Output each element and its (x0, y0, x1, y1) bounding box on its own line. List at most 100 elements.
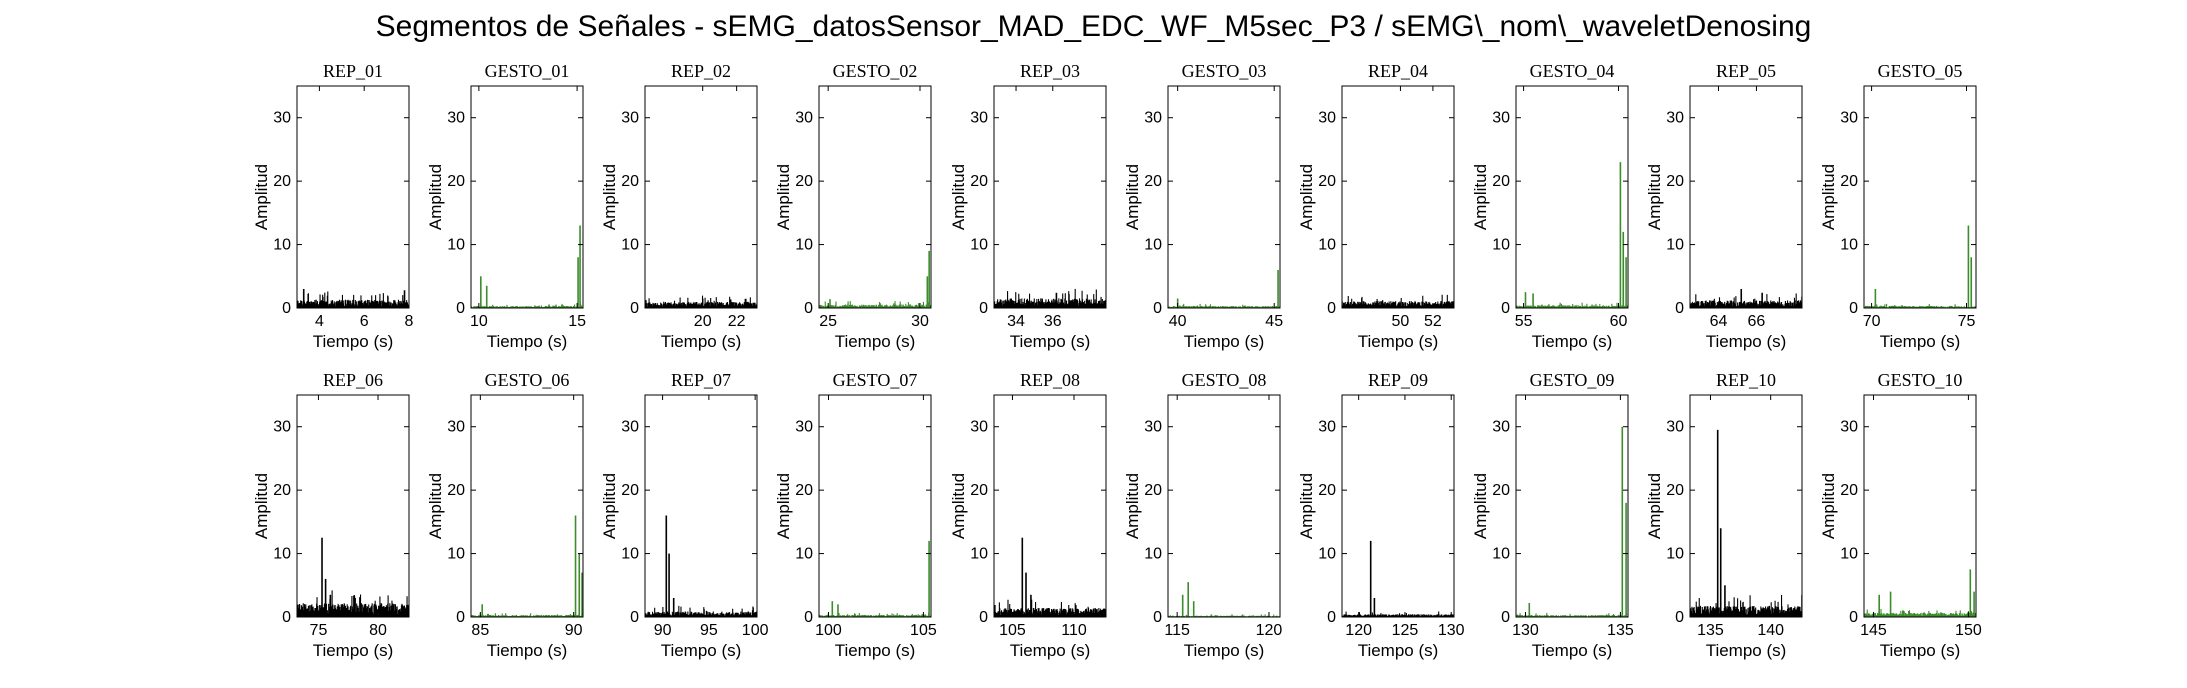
axes-box (1341, 394, 1455, 618)
y-tick-label: 10 (795, 546, 813, 563)
x-axis-label: Tiempo (s) (1184, 332, 1265, 351)
axes-box (1341, 85, 1455, 309)
y-tick-label: 0 (456, 609, 465, 626)
x-tick-label: 90 (565, 622, 583, 639)
subplot-rep-01: REP_01 0 10 20 30 4 6 8 Tiempo (s) Amplitud (252, 61, 414, 351)
x-tick-label: 10 (470, 313, 488, 330)
subplot-gesto-04: GESTO_04 0 10 20 30 55 60 Tiempo (s) Amplitud (1471, 61, 1629, 351)
signal-trace (296, 590, 410, 617)
x-axis-label: Tiempo (s) (487, 332, 568, 351)
x-tick-label: 95 (700, 622, 718, 639)
x-axis-label: Tiempo (s) (1184, 641, 1265, 660)
y-tick-label: 10 (1666, 546, 1684, 563)
x-tick-label: 75 (310, 622, 328, 639)
subplot-rep-04: REP_04 0 10 20 30 50 52 Tiempo (s) Amplitud (1297, 61, 1455, 351)
x-axis-label: Tiempo (s) (1010, 641, 1091, 660)
x-tick-label: 22 (728, 313, 746, 330)
y-tick-label: 10 (1840, 546, 1858, 563)
x-axis-label: Tiempo (s) (1880, 332, 1961, 351)
x-tick-label: 140 (1757, 622, 1784, 639)
axes-box (644, 394, 758, 618)
x-axis-label: Tiempo (s) (661, 332, 742, 351)
y-axis-label: Amplitud (600, 473, 619, 539)
axes-box (1167, 85, 1281, 309)
x-axis-label: Tiempo (s) (1532, 641, 1613, 660)
axes-box (1167, 394, 1281, 618)
y-tick-label: 20 (1318, 482, 1336, 499)
y-tick-label: 20 (1666, 482, 1684, 499)
y-axis-label: Amplitud (1123, 164, 1142, 230)
y-tick-label: 0 (1675, 609, 1684, 626)
x-tick-label: 130 (1438, 622, 1465, 639)
subplot-gesto-10: GESTO_10 0 10 20 30 145 150 Tiempo (s) Amplitud (1819, 370, 1982, 660)
y-axis-label: Amplitud (1471, 164, 1490, 230)
y-tick-label: 10 (970, 237, 988, 254)
y-axis-label: Amplitud (774, 473, 793, 539)
y-tick-label: 0 (282, 609, 291, 626)
y-axis-label: Amplitud (1819, 164, 1838, 230)
y-tick-label: 10 (1318, 237, 1336, 254)
y-tick-label: 20 (1144, 173, 1162, 190)
y-tick-label: 20 (970, 173, 988, 190)
y-tick-label: 0 (1849, 609, 1858, 626)
x-axis-label: Tiempo (s) (1880, 641, 1961, 660)
x-tick-label: 36 (1044, 313, 1062, 330)
panel-title: GESTO_04 (1530, 61, 1615, 81)
y-tick-label: 10 (447, 237, 465, 254)
subplot-rep-10: REP_10 0 10 20 30 135 140 Tiempo (s) Amplitud (1645, 370, 1803, 660)
subplot-gesto-09: GESTO_09 0 10 20 30 130 135 Tiempo (s) Amplitud (1471, 370, 1634, 660)
axes-box (644, 85, 758, 309)
x-tick-label: 20 (694, 313, 712, 330)
y-tick-label: 10 (1840, 237, 1858, 254)
y-axis-label: Amplitud (252, 473, 271, 539)
y-tick-label: 30 (1318, 110, 1336, 127)
subplot-gesto-02: GESTO_02 0 10 20 30 25 30 Tiempo (s) Amplitud (774, 61, 932, 351)
x-tick-label: 120 (1345, 622, 1372, 639)
panel-title: GESTO_02 (833, 61, 918, 81)
figure-title: Segmentos de Señales - sEMG_datosSensor_… (375, 10, 1812, 43)
y-tick-label: 10 (795, 237, 813, 254)
y-tick-label: 0 (804, 609, 813, 626)
signal-trace (993, 599, 1107, 617)
y-axis-label: Amplitud (949, 473, 968, 539)
x-tick-label: 110 (1061, 622, 1087, 639)
panel-title: REP_08 (1020, 370, 1080, 390)
panel-title: REP_09 (1368, 370, 1428, 390)
y-tick-label: 20 (795, 482, 813, 499)
subplot-gesto-08: GESTO_08 0 10 20 30 115 120 Tiempo (s) Amplitud (1123, 370, 1282, 660)
x-tick-label: 30 (911, 313, 929, 330)
x-axis-label: Tiempo (s) (313, 641, 394, 660)
y-tick-label: 30 (273, 419, 291, 436)
y-tick-label: 20 (1840, 173, 1858, 190)
y-tick-label: 0 (1153, 300, 1162, 317)
signal-trace (1689, 594, 1803, 617)
x-tick-label: 80 (369, 622, 387, 639)
signal-trace (470, 303, 584, 308)
subplot-gesto-07: GESTO_07 0 10 20 30 100 105 Tiempo (s) Amplitud (774, 370, 937, 660)
signal-trace (1863, 609, 1977, 617)
y-tick-label: 0 (1501, 300, 1510, 317)
panel-title: GESTO_03 (1182, 61, 1267, 81)
subplot-gesto-06: GESTO_06 0 10 20 30 85 90 Tiempo (s) Amplitud (426, 370, 584, 660)
y-tick-label: 20 (273, 173, 291, 190)
x-tick-label: 105 (910, 622, 937, 639)
y-tick-label: 30 (970, 110, 988, 127)
y-tick-label: 30 (1666, 110, 1684, 127)
y-axis-label: Amplitud (774, 164, 793, 230)
y-tick-label: 0 (630, 300, 639, 317)
axes-box (993, 85, 1107, 309)
y-tick-label: 0 (1153, 609, 1162, 626)
y-tick-label: 30 (795, 110, 813, 127)
y-axis-label: Amplitud (1123, 473, 1142, 539)
panel-title: GESTO_06 (485, 370, 570, 390)
x-axis-label: Tiempo (s) (835, 332, 916, 351)
x-axis-label: Tiempo (s) (1706, 641, 1787, 660)
x-tick-label: 135 (1697, 622, 1724, 639)
axes-box (818, 394, 932, 618)
y-tick-label: 0 (979, 609, 988, 626)
panel-title: GESTO_08 (1182, 370, 1267, 390)
y-tick-label: 30 (795, 419, 813, 436)
